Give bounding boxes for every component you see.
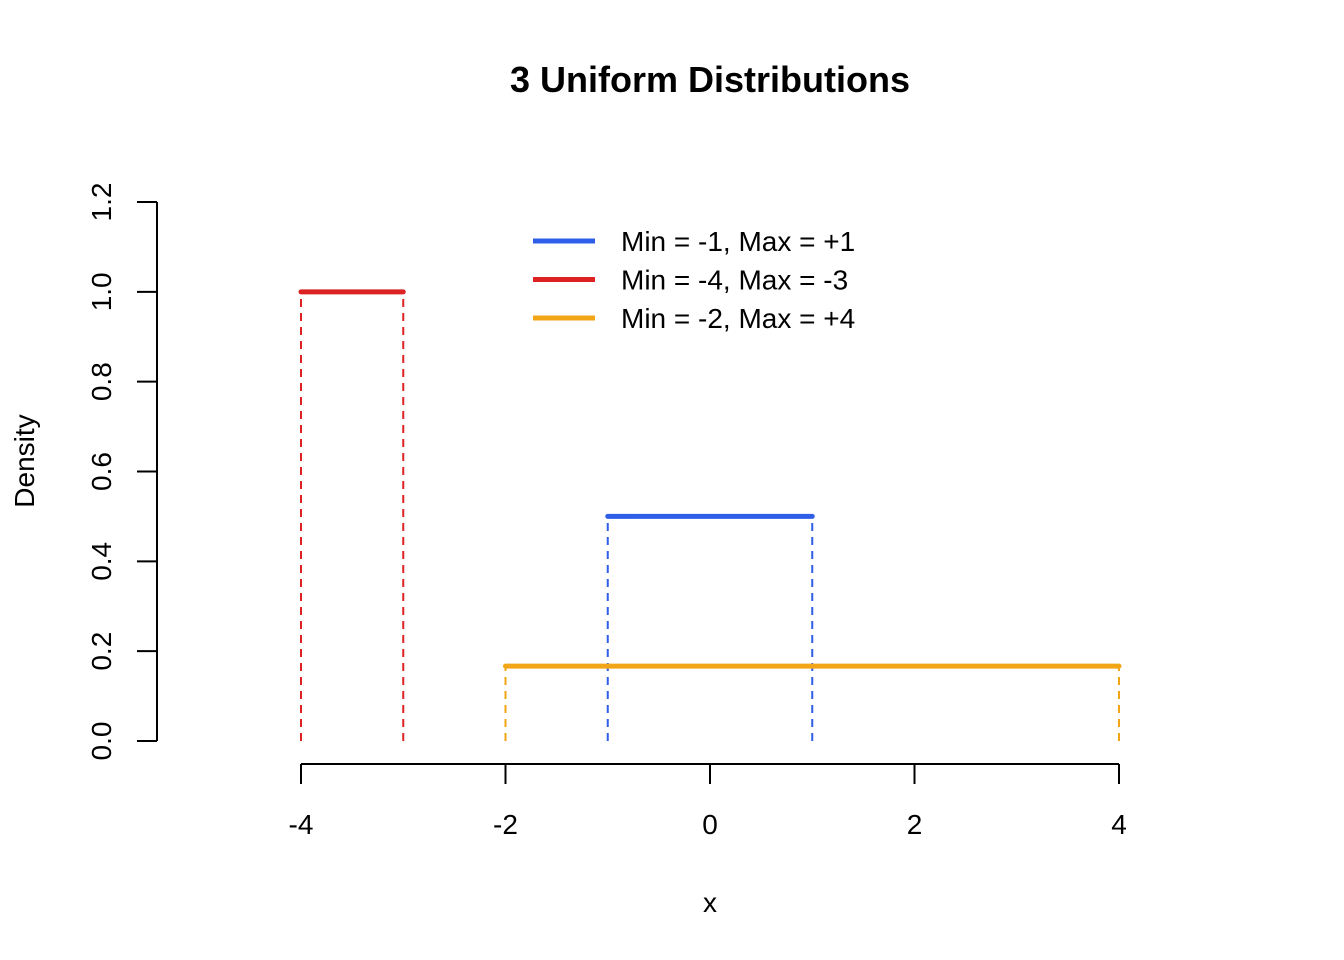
x-axis: -4 -2 0 2 4 xyxy=(289,763,1127,840)
y-tick-label: 1.2 xyxy=(86,183,117,222)
legend-label: Min = -2, Max = +4 xyxy=(621,303,855,334)
x-axis-label: x xyxy=(703,887,717,918)
y-tick-label: 0.2 xyxy=(86,632,117,671)
y-tick-label: 0.4 xyxy=(86,542,117,581)
x-tick-label: 4 xyxy=(1111,809,1127,840)
y-axis-label: Density xyxy=(9,414,40,507)
series-1 xyxy=(298,289,406,741)
legend-label: Min = -4, Max = -3 xyxy=(621,265,848,296)
chart-title: 3 Uniform Distributions xyxy=(510,59,910,100)
y-axis: 0.0 0.2 0.4 0.6 0.8 1.0 1.2 xyxy=(86,183,158,761)
y-tick-label: 0.8 xyxy=(86,362,117,401)
legend-label: Min = -1, Max = +1 xyxy=(621,226,855,257)
y-tick-label: 0.6 xyxy=(86,452,117,491)
legend: Min = -1, Max = +1 Min = -4, Max = -3 Min … xyxy=(533,226,855,334)
plot-area xyxy=(298,289,1122,741)
x-tick-label: 2 xyxy=(907,809,923,840)
x-tick-label: -4 xyxy=(289,809,314,840)
series-2 xyxy=(503,663,1122,741)
series-0 xyxy=(605,513,815,741)
x-tick-label: -2 xyxy=(493,809,518,840)
y-tick-label: 1.0 xyxy=(86,272,117,311)
x-tick-label: 0 xyxy=(702,809,718,840)
y-tick-label: 0.0 xyxy=(86,722,117,761)
